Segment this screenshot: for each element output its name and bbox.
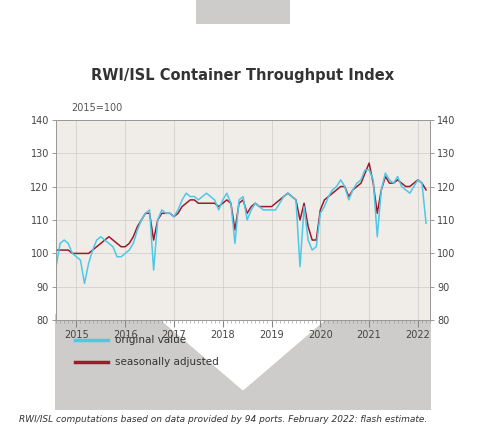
- FancyBboxPatch shape: [56, 58, 430, 119]
- Polygon shape: [243, 314, 431, 410]
- Text: RWI/ISL computations based on data provided by 94 ports. February 2022: flash es: RWI/ISL computations based on data provi…: [19, 415, 428, 424]
- Text: RWI/ISL Container Throughput Index: RWI/ISL Container Throughput Index: [91, 68, 395, 83]
- Bar: [196, 0, 290, 31]
- Text: 2015=100: 2015=100: [71, 103, 122, 113]
- Bar: [55, 45, 431, 58]
- Bar: [140, 31, 346, 45]
- Polygon shape: [153, 314, 333, 391]
- Polygon shape: [243, 314, 333, 391]
- Text: seasonally adjusted: seasonally adjusted: [115, 357, 219, 367]
- Text: original value: original value: [115, 335, 186, 345]
- Polygon shape: [55, 314, 243, 410]
